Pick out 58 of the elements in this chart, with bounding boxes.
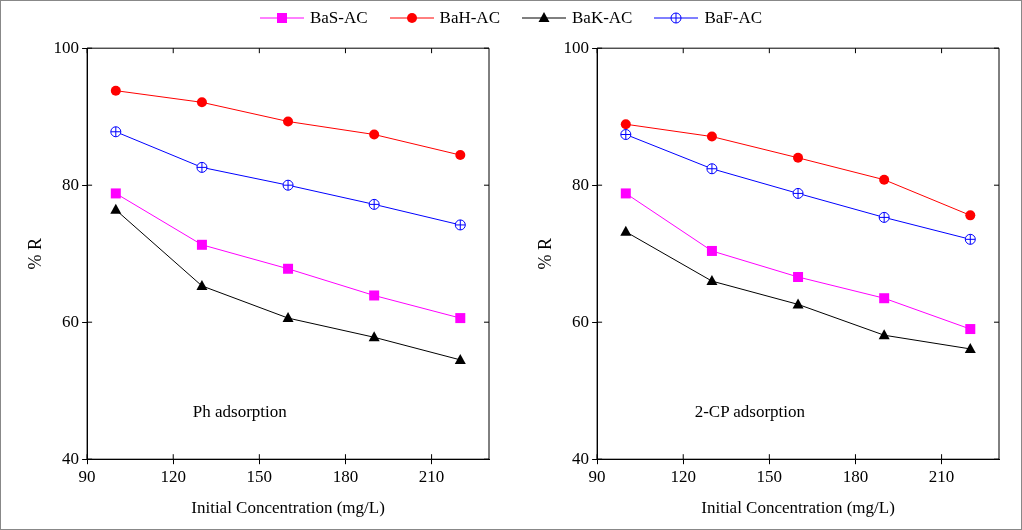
point <box>965 324 976 335</box>
x-tick-label: 210 <box>418 466 445 486</box>
point <box>283 116 294 127</box>
point <box>965 210 976 221</box>
annotation: Ph adsorption <box>192 402 288 422</box>
y-tick-label: 80 <box>62 174 80 194</box>
x-tick-label: 150 <box>756 466 783 486</box>
x-tick-label: 90 <box>78 466 96 486</box>
y-tick-label: 40 <box>572 448 590 468</box>
x-tick-label: 150 <box>246 466 273 486</box>
x-tick-label: 90 <box>588 466 606 486</box>
point <box>706 245 717 256</box>
y-tick-label: 60 <box>572 311 590 331</box>
x-tick-label: 180 <box>842 466 869 486</box>
point <box>368 331 380 342</box>
point <box>283 263 294 274</box>
point <box>282 312 294 323</box>
y-tick-label: 60 <box>62 311 80 331</box>
point <box>706 275 718 286</box>
x-axis-title: Initial Concentration (mg/L) <box>191 498 385 518</box>
x-tick-label: 180 <box>332 466 359 486</box>
annotation: 2-CP adsorption <box>694 402 806 422</box>
point <box>620 188 631 199</box>
legend-label: BaF-AC <box>704 8 763 28</box>
point <box>792 298 804 309</box>
point <box>369 129 380 140</box>
x-tick-label: 210 <box>928 466 955 486</box>
point <box>454 353 466 364</box>
point <box>878 329 890 340</box>
point <box>455 150 466 161</box>
point <box>879 293 890 304</box>
y-tick-label: 100 <box>53 37 80 57</box>
y-tick-label: 80 <box>572 174 590 194</box>
x-tick-label: 120 <box>670 466 696 486</box>
point <box>196 279 208 290</box>
y-axis-title: % R <box>24 237 45 270</box>
point <box>110 85 121 96</box>
x-tick-label: 120 <box>160 466 186 486</box>
point <box>196 97 207 108</box>
legend-label: BaK-AC <box>572 8 633 28</box>
point <box>196 239 207 250</box>
point <box>369 290 380 301</box>
y-tick-label: 40 <box>62 448 80 468</box>
point <box>793 271 804 282</box>
point <box>110 203 122 214</box>
point <box>455 313 466 324</box>
point <box>793 152 804 163</box>
legend-label: BaS-AC <box>309 8 368 28</box>
point <box>110 188 121 199</box>
point <box>879 174 890 185</box>
point <box>620 119 631 130</box>
point <box>620 225 632 236</box>
y-axis-title: % R <box>534 237 555 270</box>
point <box>964 342 976 353</box>
y-tick-label: 100 <box>563 37 590 57</box>
legend-label: BaH-AC <box>439 8 500 28</box>
x-axis-title: Initial Concentration (mg/L) <box>701 498 895 518</box>
point <box>706 131 717 142</box>
